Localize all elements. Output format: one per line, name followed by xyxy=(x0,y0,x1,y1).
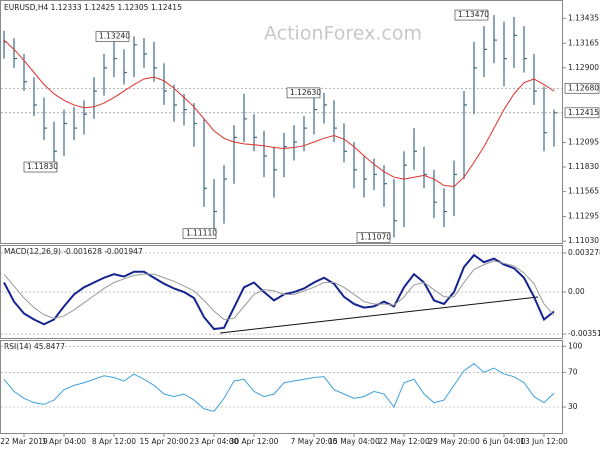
annotation-label: 1.11070 xyxy=(360,232,391,241)
x-tick-label: 22 May 12:00 xyxy=(378,437,430,446)
y-tick-label: 1.11565 xyxy=(568,187,599,196)
x-tick-label: 1 Apr 04:00 xyxy=(42,437,86,446)
x-tick-label: 22 Mar 2019 xyxy=(0,437,48,446)
y-tick-label: 0.00 xyxy=(568,287,585,296)
annotation-box xyxy=(454,9,489,21)
x-tick-label: 8 Apr 12:00 xyxy=(92,437,136,446)
level-box xyxy=(564,82,600,94)
watermark: ActionForex.com xyxy=(264,23,422,45)
x-tick-label: 15 May 04:00 xyxy=(328,437,380,446)
annotation-box xyxy=(95,31,130,42)
level-label: 1.12415 xyxy=(568,108,599,117)
annotation-box xyxy=(286,87,321,99)
macd-title: MACD(12,26,9) -0.001628 -0.001947 xyxy=(4,247,143,256)
x-tick-label: 7 May 20:00 xyxy=(291,437,338,446)
trendline xyxy=(219,296,539,334)
annotation-label: 1.13470 xyxy=(458,10,489,19)
y-tick-label: -0.003519 xyxy=(568,329,600,338)
x-tick-label: 30 Apr 12:00 xyxy=(230,437,279,446)
annotation-label: 1.11830 xyxy=(27,162,58,171)
y-tick-label: 1.13435 xyxy=(568,13,599,22)
annotation-label: 1.11110 xyxy=(186,229,217,238)
x-tick-label: 29 May 20:00 xyxy=(428,437,480,446)
y-tick-label: 100 xyxy=(568,341,583,350)
x-tick-label: 15 Apr 20:00 xyxy=(140,437,189,446)
series-line xyxy=(3,363,555,412)
y-tick-label: 1.11830 xyxy=(568,162,599,171)
y-tick-label: 1.11030 xyxy=(568,236,599,245)
annotation-label: 1.13240 xyxy=(99,31,130,40)
price-panel xyxy=(0,0,563,244)
annotation-box xyxy=(182,228,217,240)
y-tick-label: 0.003278 xyxy=(568,248,600,257)
level-box xyxy=(564,107,600,119)
level-label: 1.12680 xyxy=(568,83,599,92)
y-tick-label: 70 xyxy=(568,367,578,376)
x-tick-label: 13 Jun 12:00 xyxy=(520,437,568,446)
annotation-box xyxy=(356,232,391,243)
x-tick-label: 6 Jun 04:00 xyxy=(483,437,526,446)
y-tick-label: 1.11295 xyxy=(568,212,599,221)
y-tick-label: 30 xyxy=(568,402,578,411)
annotation-label: 1.12630 xyxy=(290,88,321,97)
y-tick-label: 1.13165 xyxy=(568,38,599,47)
x-tick-label: 23 Apr 04:00 xyxy=(190,437,239,446)
series-line xyxy=(3,260,555,321)
series-line xyxy=(3,253,555,331)
rsi-panel xyxy=(0,340,563,434)
moving-average xyxy=(3,39,555,187)
annotation-box xyxy=(23,161,58,173)
y-tick-label: 1.12900 xyxy=(568,63,599,72)
chart-title: EURUSD,H4 1.12333 1.12425 1.12305 1.1241… xyxy=(4,3,182,12)
y-tick-label: 1.12095 xyxy=(568,137,599,146)
